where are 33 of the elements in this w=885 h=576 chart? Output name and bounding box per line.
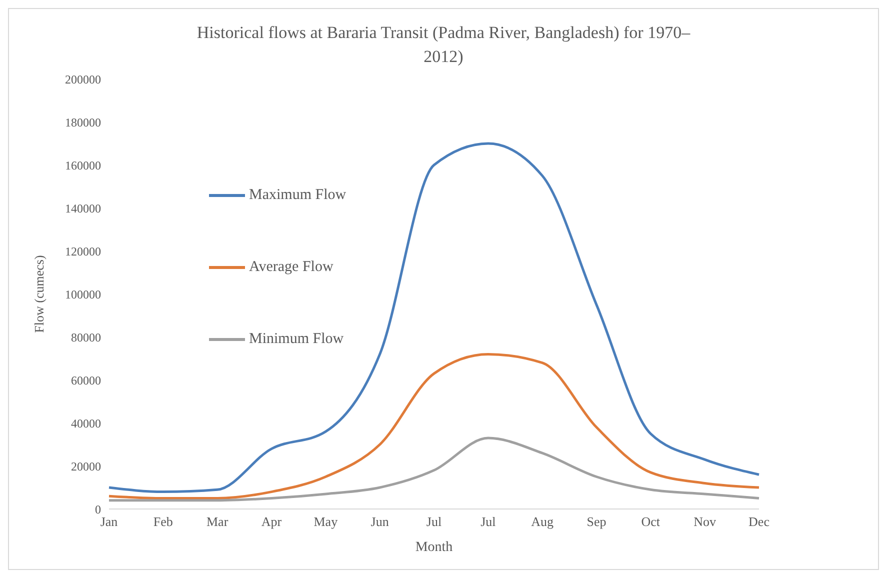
y-tick-label: 160000 — [65, 158, 101, 172]
line-series — [108, 352, 760, 500]
y-tick-label: 180000 — [65, 115, 101, 130]
x-tick-label: Oct — [641, 514, 660, 530]
line-series — [108, 142, 760, 494]
x-tick-label: May — [314, 514, 338, 530]
chart-title: Historical flows at Bararia Transit (Padma River, Bangladesh) for 1970–2012) — [196, 22, 692, 68]
line-series — [108, 436, 760, 502]
legend-label: Average Flow — [248, 258, 334, 276]
y-tick-label: 60000 — [71, 373, 101, 388]
x-tick-label: Feb — [153, 514, 173, 530]
legend-label: Minimum Flow — [248, 330, 345, 348]
x-tick-label: Apr — [261, 514, 282, 530]
y-tick-label: 20000 — [71, 459, 101, 474]
y-tick-label: 200000 — [65, 72, 101, 86]
x-axis-title: Month — [415, 540, 453, 555]
y-tick-label: 120000 — [65, 244, 101, 258]
y-tick-label: 0 — [95, 502, 101, 516]
legend-label: Maximum Flow — [248, 186, 348, 204]
x-tick-label: Jun — [370, 514, 390, 530]
y-tick-label: 40000 — [71, 416, 101, 430]
y-axis-title: Flow (cumecs) — [32, 255, 47, 333]
x-tick-label: Jan — [100, 514, 118, 530]
x-tick-label: Jul — [426, 514, 442, 530]
x-tick-label: Nov — [694, 514, 717, 530]
x-tick-label: Aug — [531, 514, 554, 530]
x-tick-label: Mar — [206, 514, 229, 530]
x-tick-label: Sep — [586, 514, 606, 530]
y-tick-label: 80000 — [71, 330, 101, 344]
y-tick-label: 100000 — [65, 287, 101, 302]
x-tick-label: Jul — [480, 514, 496, 530]
x-tick-label: Dec — [748, 514, 770, 530]
y-tick-label: 140000 — [65, 201, 101, 216]
